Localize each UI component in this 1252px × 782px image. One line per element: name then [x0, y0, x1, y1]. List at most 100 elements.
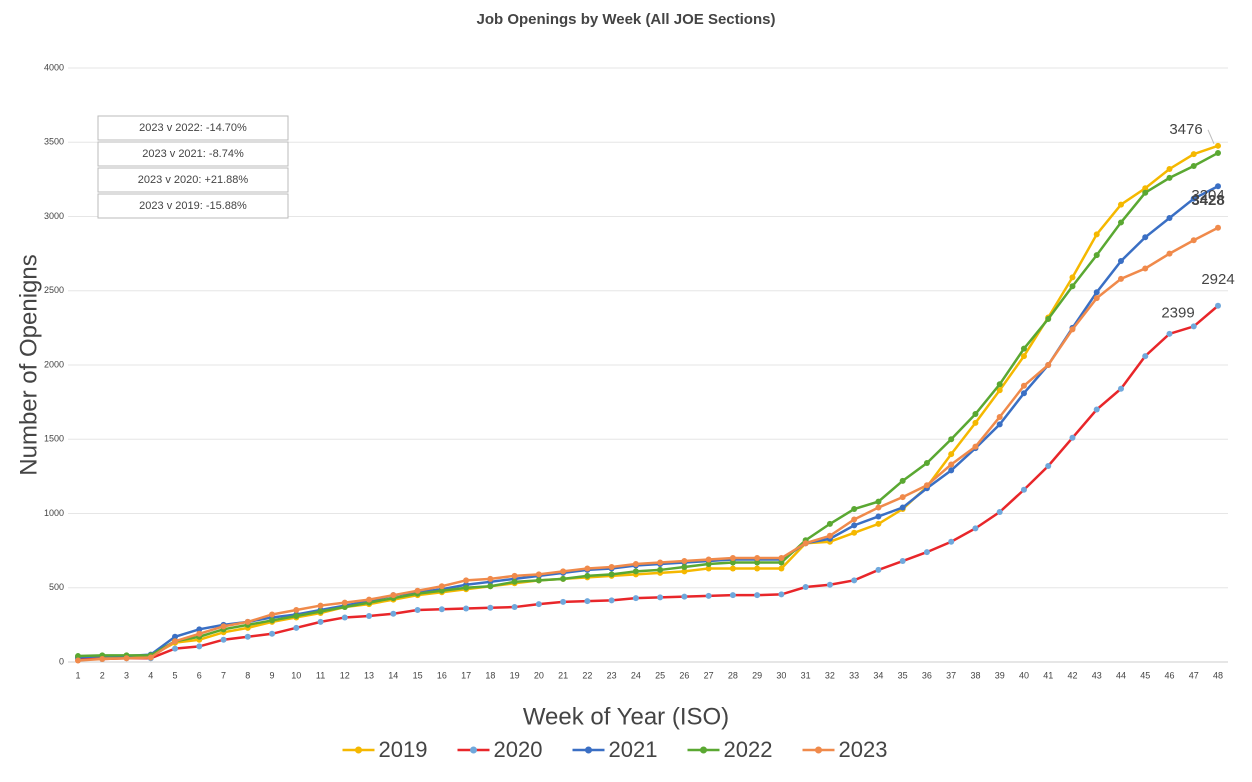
x-tick-label: 22: [582, 670, 592, 680]
point: [948, 461, 955, 468]
point: [681, 568, 688, 575]
point: [802, 540, 809, 547]
point: [244, 633, 251, 640]
point: [487, 604, 494, 611]
point: [317, 608, 324, 615]
point: [147, 654, 154, 661]
point: [754, 565, 761, 572]
x-tick-label: 4: [148, 670, 153, 680]
point: [1093, 252, 1100, 259]
point: [996, 413, 1003, 420]
point: [1117, 258, 1124, 265]
point: [341, 614, 348, 621]
x-tick-label: 47: [1189, 670, 1199, 680]
point: [463, 605, 470, 612]
point: [75, 653, 81, 660]
point: [123, 655, 130, 662]
point: [778, 591, 785, 598]
point: [657, 594, 664, 601]
x-tick-label: 33: [849, 670, 859, 680]
point: [293, 624, 300, 631]
point: [366, 596, 373, 603]
point: [1020, 345, 1027, 352]
point: [608, 597, 615, 604]
point: [657, 566, 664, 573]
point: [1142, 185, 1149, 192]
point: [1142, 265, 1149, 272]
x-tick-label: 36: [922, 670, 932, 680]
point: [899, 504, 906, 511]
x-tick-label: 32: [825, 670, 835, 680]
point: [1166, 250, 1173, 257]
point: [754, 559, 761, 566]
point: [463, 577, 470, 584]
point: [269, 630, 276, 637]
x-tick-label: 8: [245, 670, 250, 680]
point: [560, 598, 567, 605]
data-label: 2399: [1161, 305, 1194, 322]
point: [390, 592, 397, 599]
series-line: [77, 226, 1219, 662]
point: [535, 577, 542, 584]
legend-label: 2019: [379, 737, 428, 762]
point: [681, 593, 688, 600]
point: [366, 612, 373, 619]
x-tick-label: 38: [970, 670, 980, 680]
point: [851, 529, 858, 536]
x-tick-label: 6: [197, 670, 202, 680]
point: [584, 565, 591, 572]
point: [1142, 353, 1149, 360]
data-label: 3476: [1169, 121, 1202, 138]
x-tick-label: 37: [946, 670, 956, 680]
point: [729, 592, 736, 599]
point: [1045, 462, 1052, 469]
point: [1166, 330, 1173, 337]
point: [778, 555, 785, 562]
point: [1166, 165, 1173, 172]
point: [996, 381, 1003, 388]
point: [996, 509, 1003, 516]
point: [390, 610, 397, 617]
point: [632, 595, 639, 602]
x-tick-label: 5: [173, 670, 178, 680]
y-tick-label: 1500: [44, 434, 64, 444]
x-tick-label: 11: [316, 670, 325, 680]
point: [754, 555, 761, 562]
point: [1045, 362, 1052, 368]
annotation: 2023 v 2020: +21.88%: [138, 174, 249, 186]
point: [487, 575, 494, 582]
x-tick-label: 29: [752, 670, 762, 680]
x-tick-label: 15: [413, 670, 423, 680]
x-tick-label: 30: [776, 670, 786, 680]
y-tick-label: 1000: [44, 508, 64, 518]
point: [1093, 289, 1100, 296]
x-tick-label: 13: [364, 670, 374, 680]
point: [875, 504, 882, 511]
point: [1190, 163, 1197, 170]
point: [705, 565, 712, 572]
point: [1215, 224, 1221, 231]
legend-label: 2023: [839, 737, 888, 762]
point: [1020, 486, 1027, 493]
point: [269, 617, 276, 624]
point: [1190, 323, 1197, 330]
series-line: [77, 144, 1219, 659]
point: [1093, 295, 1100, 302]
point: [875, 566, 882, 573]
point: [196, 626, 203, 633]
x-tick-label: 24: [631, 670, 641, 680]
annotation-box: [97, 141, 289, 167]
point: [511, 604, 518, 611]
legend-marker: [355, 746, 362, 754]
point: [778, 565, 785, 572]
x-tick-label: 25: [655, 670, 665, 680]
x-tick-label: 3: [124, 670, 129, 680]
y-tick-label: 0: [59, 656, 64, 666]
point: [487, 583, 494, 590]
point: [851, 516, 858, 523]
annotation: 2023 v 2019: -15.88%: [139, 200, 247, 212]
point: [729, 559, 736, 566]
series-line: [77, 185, 1219, 659]
point: [851, 506, 858, 513]
